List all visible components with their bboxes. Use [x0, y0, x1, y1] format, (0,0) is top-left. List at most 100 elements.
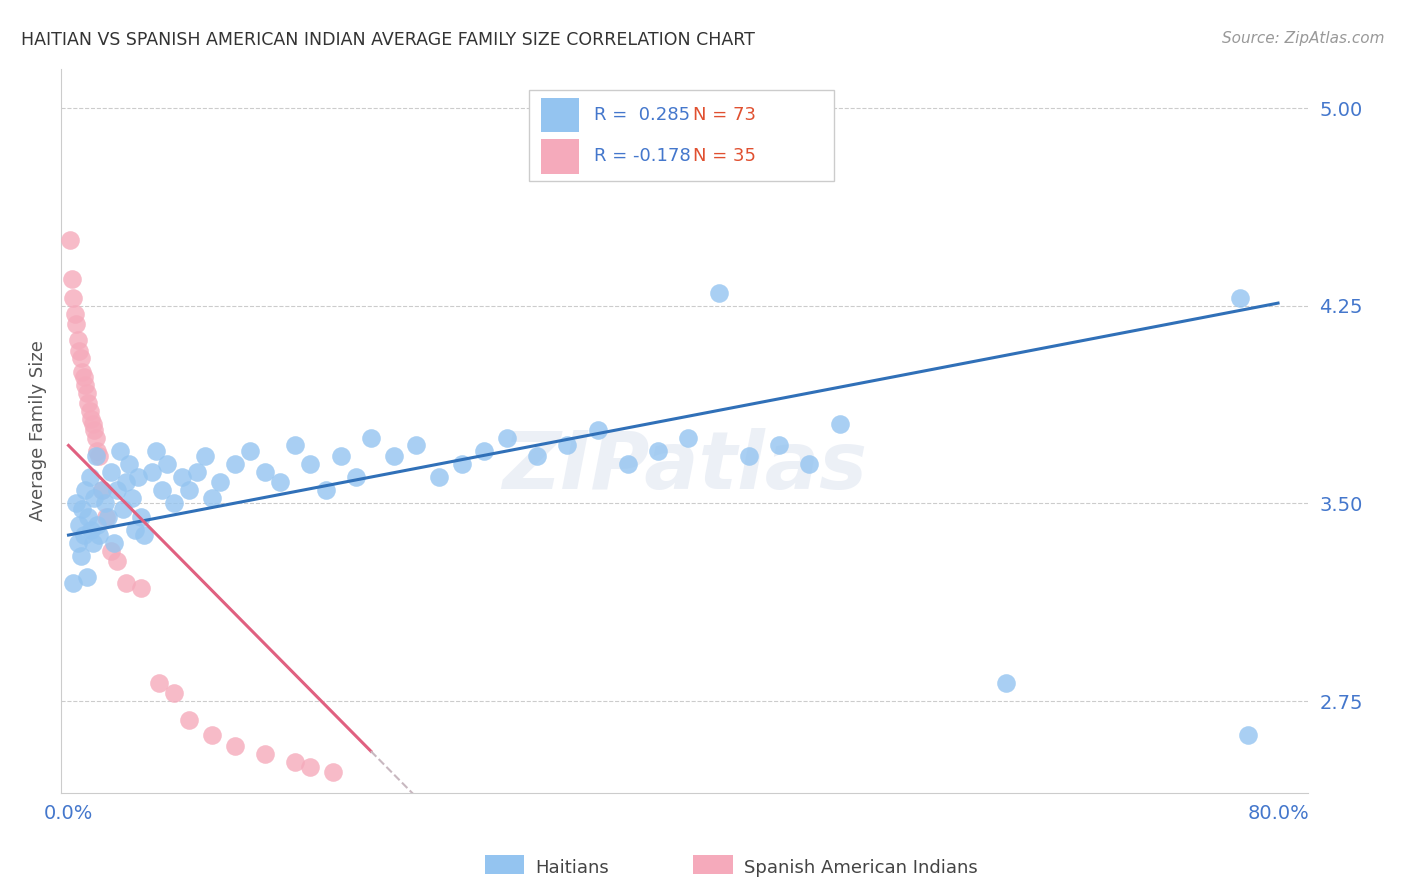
FancyBboxPatch shape	[529, 90, 834, 181]
Point	[67, 343, 90, 358]
Point	[284, 438, 307, 452]
Point	[96, 509, 118, 524]
Point	[100, 544, 122, 558]
Point	[707, 285, 730, 300]
Point	[127, 470, 149, 484]
Point	[239, 443, 262, 458]
Point	[63, 307, 86, 321]
Point	[344, 470, 367, 484]
Point	[299, 760, 322, 774]
Point	[115, 575, 138, 590]
Point	[75, 377, 97, 392]
Point	[299, 457, 322, 471]
Point	[90, 483, 112, 498]
Text: R = -0.178: R = -0.178	[593, 147, 690, 165]
Point	[224, 457, 246, 471]
Point	[586, 423, 609, 437]
Point	[208, 475, 231, 490]
Point	[799, 457, 821, 471]
Point	[828, 417, 851, 432]
Point	[322, 765, 344, 780]
Point	[83, 423, 105, 437]
Point	[163, 686, 186, 700]
Point	[254, 465, 277, 479]
Point	[111, 501, 134, 516]
Point	[82, 417, 104, 432]
Point	[148, 675, 170, 690]
FancyBboxPatch shape	[541, 139, 579, 174]
Point	[65, 317, 87, 331]
Point	[66, 536, 89, 550]
Point	[132, 528, 155, 542]
Y-axis label: Average Family Size: Average Family Size	[30, 341, 46, 522]
Point	[70, 501, 93, 516]
Point	[79, 404, 101, 418]
Point	[121, 491, 143, 505]
Point	[77, 509, 100, 524]
Point	[194, 449, 217, 463]
Point	[87, 528, 110, 542]
Point	[129, 581, 152, 595]
Point	[382, 449, 405, 463]
Text: Spanish American Indians: Spanish American Indians	[744, 859, 977, 877]
Text: N = 73: N = 73	[693, 106, 756, 124]
Point	[70, 365, 93, 379]
Point	[994, 675, 1017, 690]
Text: N = 35: N = 35	[693, 147, 756, 165]
Point	[678, 431, 700, 445]
Point	[82, 536, 104, 550]
Point	[738, 449, 761, 463]
Text: R =  0.285: R = 0.285	[593, 106, 690, 124]
Point	[557, 438, 579, 452]
Point	[60, 272, 83, 286]
Point	[647, 443, 669, 458]
Point	[62, 291, 84, 305]
Point	[450, 457, 472, 471]
Point	[186, 465, 208, 479]
Text: ZIPatlas: ZIPatlas	[502, 428, 868, 506]
Point	[170, 470, 193, 484]
Point	[201, 728, 224, 742]
Point	[201, 491, 224, 505]
Point	[67, 517, 90, 532]
Point	[150, 483, 173, 498]
Point	[1236, 728, 1258, 742]
Point	[90, 483, 112, 498]
Point	[62, 575, 84, 590]
Point	[526, 449, 548, 463]
Text: HAITIAN VS SPANISH AMERICAN INDIAN AVERAGE FAMILY SIZE CORRELATION CHART: HAITIAN VS SPANISH AMERICAN INDIAN AVERA…	[21, 31, 755, 49]
Point	[59, 233, 82, 247]
Point	[72, 370, 94, 384]
Point	[100, 465, 122, 479]
Point	[79, 470, 101, 484]
Point	[76, 385, 98, 400]
Point	[141, 465, 163, 479]
Point	[103, 536, 125, 550]
Point	[405, 438, 427, 452]
Point	[83, 491, 105, 505]
Point	[84, 431, 107, 445]
Point	[329, 449, 352, 463]
Point	[66, 333, 89, 347]
Point	[360, 431, 382, 445]
Point	[1229, 291, 1251, 305]
Point	[156, 457, 179, 471]
Point	[118, 457, 141, 471]
Point	[84, 449, 107, 463]
Point	[80, 523, 103, 537]
Point	[65, 496, 87, 510]
Point	[72, 528, 94, 542]
Point	[76, 570, 98, 584]
Point	[75, 483, 97, 498]
Point	[179, 713, 201, 727]
Point	[768, 438, 790, 452]
Point	[87, 449, 110, 463]
Point	[69, 549, 91, 563]
Point	[472, 443, 495, 458]
Point	[145, 443, 167, 458]
Point	[617, 457, 640, 471]
Text: Source: ZipAtlas.com: Source: ZipAtlas.com	[1222, 31, 1385, 46]
Point	[105, 554, 128, 568]
Point	[86, 443, 108, 458]
Point	[427, 470, 450, 484]
